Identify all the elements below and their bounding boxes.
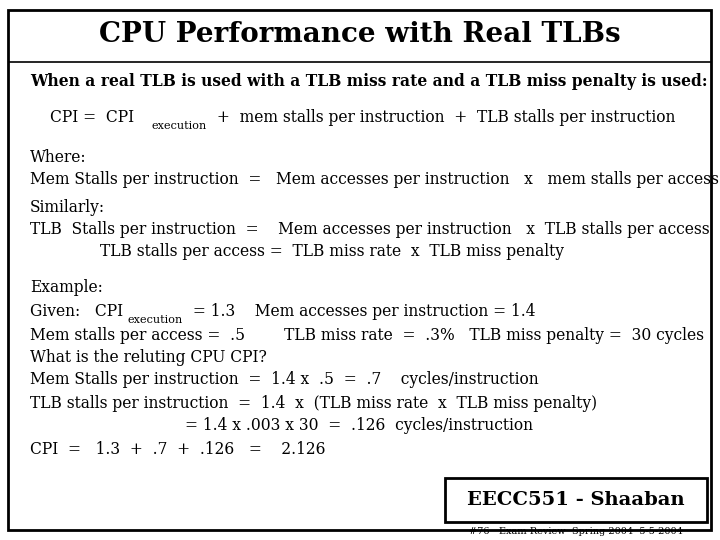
Text: Where:: Where: — [30, 148, 86, 165]
Text: When a real TLB is used with a TLB miss rate and a TLB miss penalty is used:: When a real TLB is used with a TLB miss … — [30, 73, 708, 91]
Text: TLB stalls per instruction  =  1.4  x  (TLB miss rate  x  TLB miss penalty): TLB stalls per instruction = 1.4 x (TLB … — [30, 395, 597, 411]
Text: Given:   CPI: Given: CPI — [30, 303, 123, 321]
Text: CPI  =   1.3  +  .7  +  .126   =    2.126: CPI = 1.3 + .7 + .126 = 2.126 — [30, 441, 325, 457]
Text: TLB  Stalls per instruction  =    Mem accesses per instruction   x  TLB stalls p: TLB Stalls per instruction = Mem accesse… — [30, 220, 710, 238]
Text: = 1.3    Mem accesses per instruction = 1.4: = 1.3 Mem accesses per instruction = 1.4 — [188, 303, 536, 321]
Text: #76   Exam Review  Spring 2004  5-5-2004: #76 Exam Review Spring 2004 5-5-2004 — [469, 528, 683, 537]
Text: +  mem stalls per instruction  +  TLB stalls per instruction: + mem stalls per instruction + TLB stall… — [212, 110, 675, 126]
Text: execution: execution — [128, 315, 184, 325]
Text: Mem stalls per access =  .5        TLB miss rate  =  .3%   TLB miss penalty =  3: Mem stalls per access = .5 TLB miss rate… — [30, 327, 704, 343]
Text: execution: execution — [152, 121, 207, 131]
Text: Mem Stalls per instruction  =   Mem accesses per instruction   x   mem stalls pe: Mem Stalls per instruction = Mem accesse… — [30, 172, 719, 188]
Text: CPU Performance with Real TLBs: CPU Performance with Real TLBs — [99, 22, 621, 49]
Text: Similarly:: Similarly: — [30, 199, 105, 215]
Text: CPI =  CPI: CPI = CPI — [50, 110, 134, 126]
Text: EECC551 - Shaaban: EECC551 - Shaaban — [467, 491, 685, 509]
Bar — [445, 478, 707, 522]
Text: Example:: Example: — [30, 279, 103, 295]
Text: TLB stalls per access =  TLB miss rate  x  TLB miss penalty: TLB stalls per access = TLB miss rate x … — [100, 244, 564, 260]
Text: Mem Stalls per instruction  =  1.4 x  .5  =  .7    cycles/instruction: Mem Stalls per instruction = 1.4 x .5 = … — [30, 372, 539, 388]
Text: = 1.4 x .003 x 30  =  .126  cycles/instruction: = 1.4 x .003 x 30 = .126 cycles/instruct… — [185, 417, 533, 435]
Text: What is the reluting CPU CPI?: What is the reluting CPU CPI? — [30, 348, 267, 366]
